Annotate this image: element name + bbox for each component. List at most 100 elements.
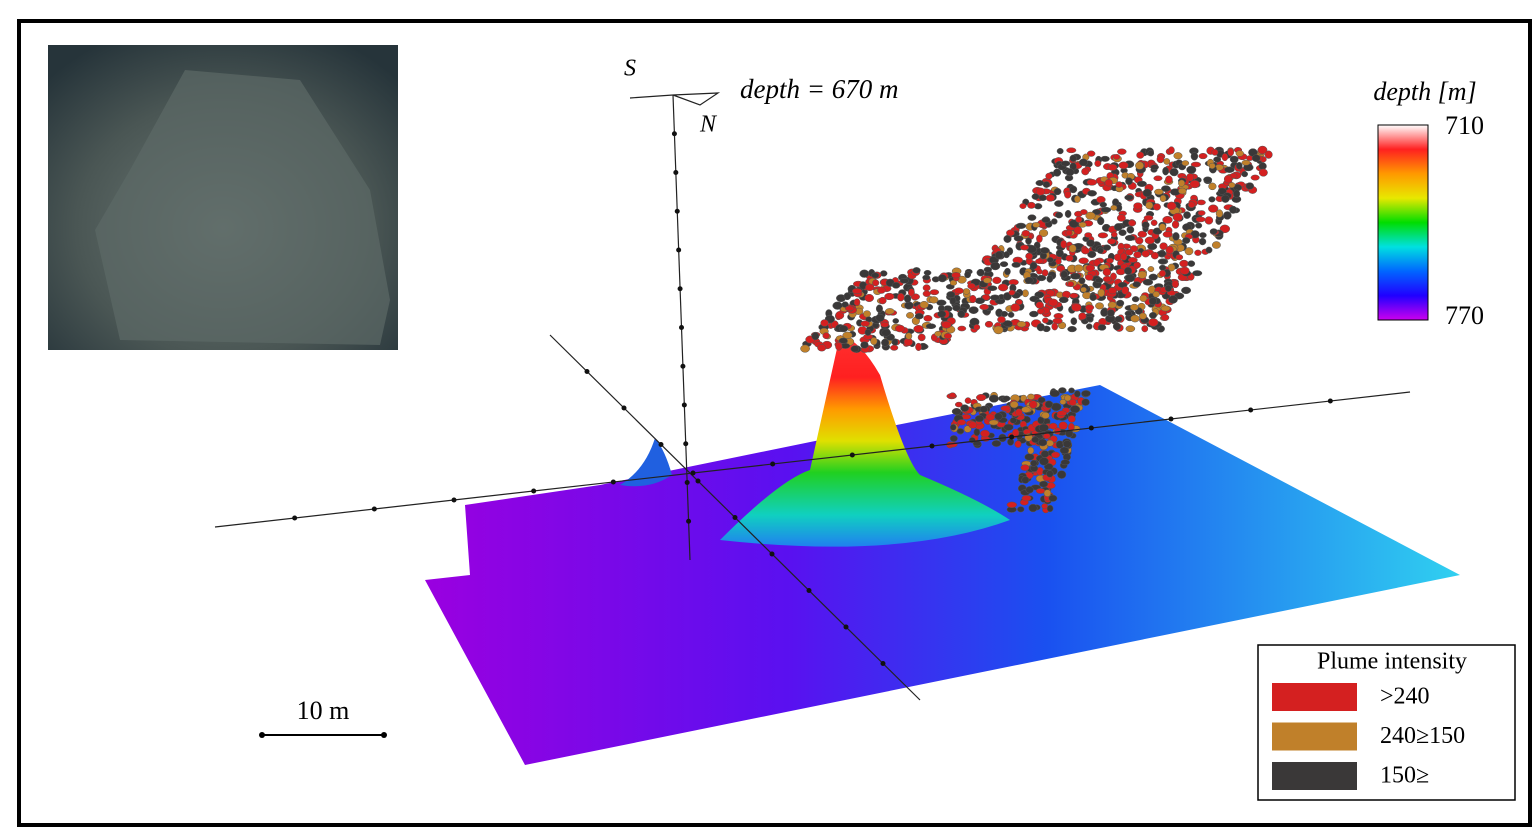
plume-particle <box>1042 217 1050 222</box>
plume-particle <box>1079 313 1087 320</box>
plume-particle <box>942 321 952 328</box>
plume-particle <box>958 326 966 331</box>
plume-particle <box>1037 309 1044 315</box>
plume-particle <box>913 267 921 273</box>
plume-particle <box>1085 305 1094 311</box>
plume-particle <box>860 270 869 278</box>
plume-particle <box>1212 241 1220 248</box>
plume-particle <box>865 284 874 291</box>
plume-particle <box>1125 274 1135 282</box>
plume-particle <box>1130 304 1138 310</box>
plume-particle <box>922 275 930 280</box>
plume-particle <box>924 315 932 321</box>
plume-particle <box>1037 275 1046 281</box>
plume-particle <box>964 271 970 278</box>
plume-particle <box>1222 153 1228 160</box>
legend-label: 150≥ <box>1380 763 1429 789</box>
plume-particle <box>1111 232 1117 238</box>
plume-particle <box>1125 195 1134 200</box>
plume-particle <box>1021 407 1030 413</box>
plume-particle <box>1221 195 1229 203</box>
plume-particle <box>865 329 871 335</box>
plume-particle <box>980 304 989 310</box>
plume-particle <box>1197 200 1206 205</box>
plume-particle <box>969 307 979 314</box>
plume-particle <box>1103 268 1111 276</box>
legend-label: >240 <box>1380 684 1430 710</box>
plume-particle <box>1188 261 1195 267</box>
plume-particle <box>984 267 992 272</box>
plume-particle <box>1064 395 1071 401</box>
plume-particle <box>994 326 1004 334</box>
plume-particle <box>995 413 1003 420</box>
plume-particle <box>1124 267 1132 274</box>
plume-particle <box>989 420 998 425</box>
plume-particle <box>906 333 912 340</box>
small-mound <box>620 438 672 486</box>
plume-particle <box>1082 399 1090 406</box>
plume-particle <box>1007 438 1014 445</box>
plume-particle <box>985 321 993 327</box>
plume-particle <box>965 398 971 404</box>
plume-particle <box>1046 470 1053 477</box>
plume-particle <box>1079 222 1086 227</box>
plume-particle <box>1054 427 1060 434</box>
plume-particle <box>944 333 952 339</box>
plume-particle <box>1042 318 1048 323</box>
plume-particle <box>1086 212 1096 219</box>
plume-particle <box>1054 201 1063 207</box>
plume-particle <box>974 324 980 330</box>
plume-particle <box>1151 252 1158 259</box>
plume-particle <box>915 313 923 319</box>
plume-particle <box>1105 179 1113 186</box>
plume-particle <box>1228 148 1234 156</box>
plume-particle <box>1190 180 1200 188</box>
plume-particle <box>1154 176 1163 181</box>
plume-particle <box>1086 316 1093 321</box>
plume-particle <box>1026 253 1033 259</box>
plume-particle <box>1157 155 1164 162</box>
plume-particle <box>1071 304 1081 312</box>
plume-particle <box>1148 266 1154 271</box>
plume-particle <box>1086 324 1092 330</box>
plume-particle <box>1185 247 1193 255</box>
plume-particle <box>974 428 980 436</box>
plume-particle <box>1015 441 1022 448</box>
legend-title: Plume intensity <box>1317 649 1467 675</box>
plume-particle <box>1069 245 1076 253</box>
plume-particle <box>823 333 830 339</box>
plume-particle <box>1070 293 1079 298</box>
compass-north: N <box>699 112 718 138</box>
plume-particle <box>1224 167 1234 173</box>
plume-particle <box>1079 159 1087 166</box>
plume-particle <box>1100 202 1107 207</box>
plume-particle <box>1012 262 1021 267</box>
plume-particle <box>1070 186 1077 193</box>
plume-particle <box>1229 206 1236 213</box>
depth-label: depth = 670 m <box>740 74 898 104</box>
plume-particle <box>989 395 998 402</box>
plume-particle <box>1142 250 1150 257</box>
plume-particle <box>1051 452 1059 458</box>
plume-particle <box>1126 326 1135 332</box>
colorbar-title: depth [m] <box>1373 77 1476 106</box>
plume-particle <box>1151 220 1157 226</box>
plume-particle <box>1251 175 1260 180</box>
plume-particle <box>1186 173 1193 181</box>
plume-particle <box>1068 415 1075 422</box>
axis-dot <box>292 516 297 521</box>
plume-particle <box>1015 409 1022 416</box>
plume-particle <box>1066 255 1073 261</box>
plume-particle <box>1133 282 1141 288</box>
plume-particle <box>1016 223 1026 229</box>
plume-particle <box>1053 169 1061 177</box>
plume-particle <box>1086 265 1095 271</box>
plume-particle <box>1079 278 1085 284</box>
plume-particle <box>1079 258 1089 264</box>
plume-particle <box>1069 388 1075 393</box>
plume-particle <box>1042 503 1048 508</box>
plume-particle <box>1051 219 1057 225</box>
plume-particle <box>923 291 931 297</box>
plume-particle <box>1113 154 1120 159</box>
plume-particle <box>1134 252 1142 258</box>
